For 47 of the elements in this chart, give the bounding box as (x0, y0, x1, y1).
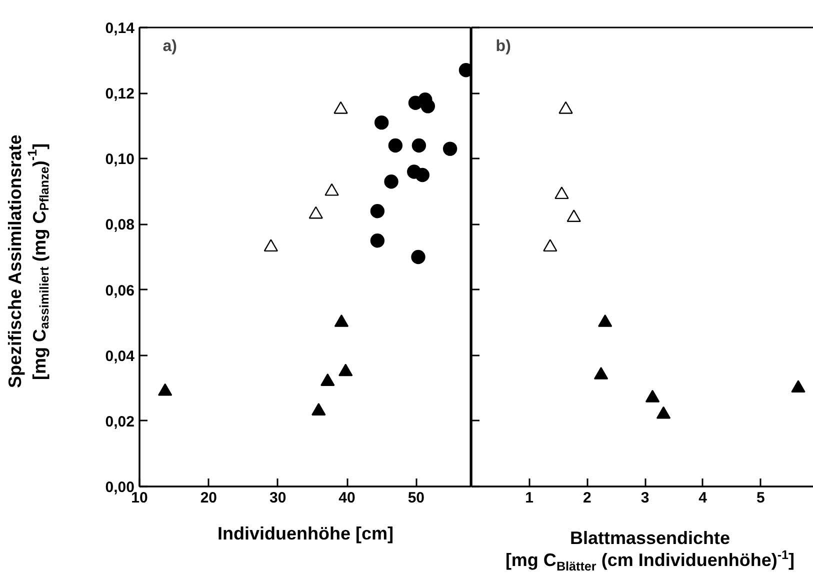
y-tick-label: 0,10 (105, 151, 135, 168)
point (442, 142, 458, 156)
x-tick-label: 40 (338, 490, 356, 506)
point (374, 115, 389, 130)
y-tick-label: 0,04 (105, 348, 136, 365)
point (388, 138, 403, 153)
y-tick-label: 0,02 (105, 413, 135, 430)
point (412, 138, 426, 153)
point (791, 380, 806, 392)
x-tick-label: 2 (582, 490, 592, 506)
point (324, 183, 339, 196)
point (420, 99, 436, 114)
annotation: b) (496, 38, 511, 56)
point (656, 406, 671, 419)
point (320, 373, 335, 386)
annotation: a) (162, 38, 177, 56)
x-tick-label: 1 (525, 490, 534, 506)
y-tick-label: 0,14 (105, 20, 136, 37)
point (554, 186, 569, 200)
x-tick-label: 20 (200, 490, 218, 506)
point (370, 234, 385, 248)
point (543, 239, 558, 252)
point (384, 174, 398, 189)
x-tick-label: 50 (408, 490, 425, 506)
x-axis-title: Blattmassendichte [mg C$_{Blätter}$ (cm Individuenhöhe)$^{-1}$] (504, 528, 796, 574)
point (598, 314, 612, 327)
x-tick-label: 4 (698, 490, 708, 506)
point (312, 402, 326, 416)
x-axis-title: Individuenhöhe [cm] (218, 524, 394, 544)
point (645, 390, 660, 402)
point (594, 366, 608, 380)
x-tick-label: 3 (640, 490, 650, 506)
point (158, 383, 172, 396)
point (334, 314, 349, 327)
point (338, 364, 353, 376)
y-tick-label: 0,06 (105, 282, 135, 300)
point (264, 239, 278, 252)
y-tick-label: 0,12 (105, 86, 135, 103)
point (566, 210, 581, 222)
y-tick-label: 0,08 (105, 216, 135, 234)
point (415, 168, 430, 182)
x-tick-label: 30 (269, 490, 286, 506)
point (370, 204, 385, 218)
point (558, 101, 573, 114)
point (308, 206, 323, 219)
point (411, 250, 426, 264)
x-tick-label: 5 (756, 490, 765, 506)
